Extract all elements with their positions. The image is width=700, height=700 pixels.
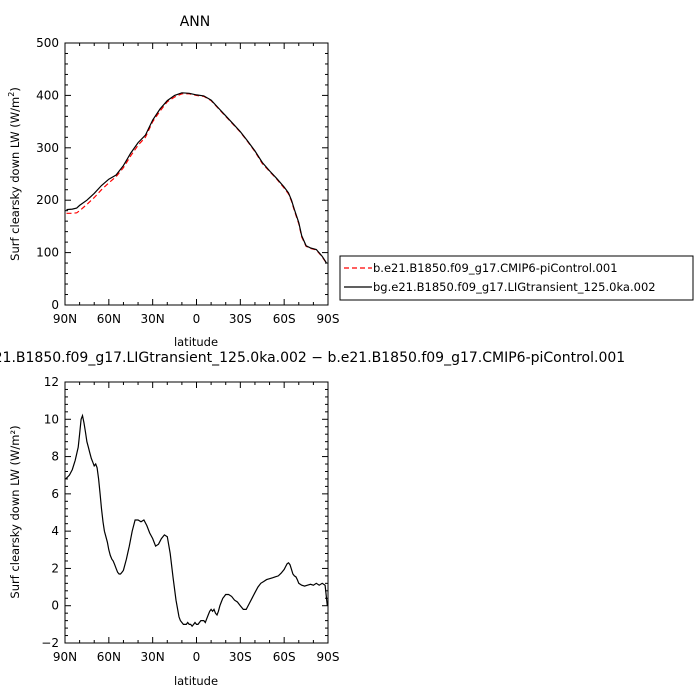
top-xtick-label: 0	[193, 312, 201, 326]
top-ytick-label: 200	[36, 193, 59, 207]
top-chart-xlabel: latitude	[174, 335, 218, 349]
top-chart-title: ANN	[180, 14, 211, 30]
top-chart-frame	[64, 42, 329, 306]
bottom-series-line-0	[65, 413, 328, 628]
bottom-xtick-label: 30N	[141, 650, 165, 664]
bottom-ytick-label: 12	[44, 375, 59, 389]
bottom-ytick-label: 4	[51, 524, 59, 538]
legend-box	[339, 255, 694, 301]
bottom-chart-title: bg.e21.B1850.f09_g17.LIGtransient_125.0k…	[0, 350, 625, 366]
legend: b.e21.B1850.f09_g17.CMIP6-piControl.001 …	[339, 255, 694, 301]
bottom-chart-ylabel: Surf clearsky down LW (W/m²)	[8, 425, 22, 598]
bottom-chart-frame	[64, 381, 329, 644]
bottom-chart-series	[65, 413, 328, 628]
bottom-ytick-label: 6	[51, 487, 59, 501]
top-xtick-label: 30N	[141, 312, 165, 326]
top-chart-series	[66, 92, 328, 264]
bottom-ytick-label: 2	[51, 561, 59, 575]
top-ytick-label: 500	[36, 36, 59, 50]
top-xtick-label: 90N	[53, 312, 77, 326]
top-chart-ticks: 90N 60N 30N 0 30S 60S 90S 0 100 200 300 400 500	[36, 36, 339, 326]
top-series-line-0	[66, 93, 327, 264]
bottom-ytick-label: 0	[51, 599, 59, 613]
legend-label-ligtransient: bg.e21.B1850.f09_g17.LIGtransient_125.0k…	[373, 280, 656, 294]
top-series-line-1	[66, 92, 328, 264]
top-xtick-label: 60N	[97, 312, 121, 326]
bottom-xtick-label: 90S	[317, 650, 340, 664]
bottom-chart: bg.e21.B1850.f09_g17.LIGtransient_125.0k…	[0, 350, 625, 688]
bottom-xtick-label: 0	[193, 650, 201, 664]
top-chart-ylabel: Surf clearsky down LW (W/m2)	[7, 87, 22, 261]
top-ytick-label: 100	[36, 246, 59, 260]
top-ytick-label: 400	[36, 88, 59, 102]
bottom-xtick-label: 60S	[273, 650, 296, 664]
bottom-ytick-label: 10	[44, 412, 59, 426]
legend-label-picontrol: b.e21.B1850.f09_g17.CMIP6-piControl.001	[373, 261, 618, 275]
top-ytick-label: 300	[36, 141, 59, 155]
bottom-chart-ticks: 90N 60N 30N 0 30S 60S 90S −2 0 2 4 6 8 10 12	[41, 375, 339, 664]
top-chart: ANN 90N 60N 30N 0 30S 60S 90S0100200300400500 …	[7, 14, 339, 349]
top-ytick-label: 0	[51, 298, 59, 312]
bottom-xtick-label: 30S	[229, 650, 252, 664]
bottom-xtick-label: 60N	[97, 650, 121, 664]
bottom-ytick-label: 8	[51, 450, 59, 464]
top-xtick-label: 60S	[273, 312, 296, 326]
top-xtick-label: 90S	[317, 312, 340, 326]
bottom-ytick-label: −2	[41, 636, 59, 650]
bottom-xtick-label: 90N	[53, 650, 77, 664]
top-xtick-label: 30S	[229, 312, 252, 326]
bottom-chart-xlabel: latitude	[174, 674, 218, 688]
